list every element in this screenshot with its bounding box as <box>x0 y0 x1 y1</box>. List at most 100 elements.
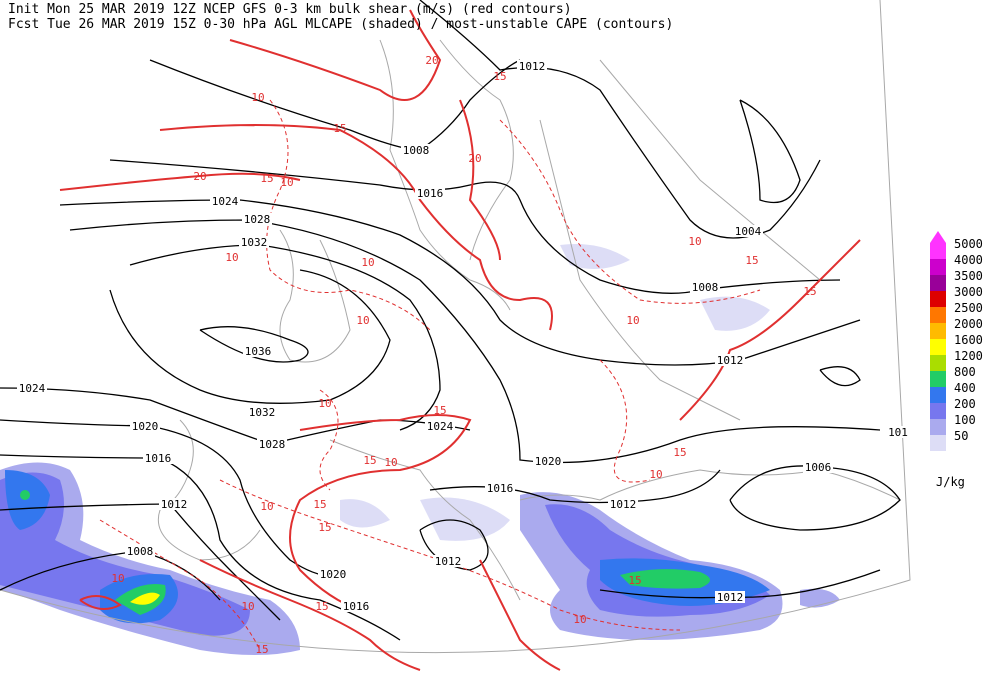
isobar-label: 1020 <box>535 455 562 468</box>
shear-label: 10 <box>111 572 124 585</box>
shear-label: 15 <box>745 254 758 267</box>
colorbar-label: 1200 <box>954 349 983 363</box>
shear-label: 10 <box>649 468 662 481</box>
shear-label: 10 <box>361 256 374 269</box>
shear-label: 15 <box>628 574 641 587</box>
isobar-label: 1036 <box>245 345 272 358</box>
coastlines <box>0 0 911 654</box>
isobar-label-bg <box>247 406 277 418</box>
shear-label: 10 <box>251 91 264 104</box>
colorbar-swatch <box>930 259 946 275</box>
colorbar-swatch <box>930 307 946 323</box>
shear-label: 10 <box>241 600 254 613</box>
colorbar-label: 50 <box>954 429 968 443</box>
isobar-label: 1012 <box>717 354 744 367</box>
isobar-label-bg <box>242 213 272 225</box>
colorbar-swatch <box>930 371 946 387</box>
isobar-label-bg <box>883 426 913 438</box>
isobar-label-bg <box>608 498 638 510</box>
isobar-label-bg <box>17 382 47 394</box>
colorbar-label: 800 <box>954 365 976 379</box>
isobar-label-bg <box>733 225 763 237</box>
shear-label: 10 <box>280 176 293 189</box>
isobar-label: 1012 <box>161 498 188 511</box>
colorbar-label: 200 <box>954 397 976 411</box>
shear-label: 15 <box>255 643 268 656</box>
isobar-label-bg <box>243 345 273 357</box>
colorbar-label: 5000 <box>954 237 983 251</box>
isobar-label: 1016 <box>417 187 444 200</box>
colorbar-label: 3500 <box>954 269 983 283</box>
isobar-label: 1016 <box>343 600 370 613</box>
isobar-label-bg <box>318 568 348 580</box>
colorbar-swatch <box>930 323 946 339</box>
isobar-label: 1028 <box>244 213 271 226</box>
isobar-label-bg <box>159 498 189 510</box>
isobar-label-bg <box>239 236 269 248</box>
cape-shading <box>0 244 840 655</box>
colorbar-label: 400 <box>954 381 976 395</box>
shear-label: 20 <box>425 54 438 67</box>
shear-contours <box>59 9 861 671</box>
isobar-label-bg <box>803 461 833 473</box>
isobar-label-bg <box>715 591 745 603</box>
isobar-label: 1016 <box>145 452 172 465</box>
isobar-label: 1008 <box>403 144 430 157</box>
colorbar-swatch <box>930 291 946 307</box>
isobar-label-bg <box>257 438 287 450</box>
isobar-label-bg <box>415 187 445 199</box>
isobar-label-bg <box>425 420 455 432</box>
shear-label: 10 <box>688 235 701 248</box>
shear-label: 10 <box>225 251 238 264</box>
colorbar-label: 1600 <box>954 333 983 347</box>
isobar-label: 1012 <box>717 591 744 604</box>
colorbar-label: 2000 <box>954 317 983 331</box>
shear-label: 10 <box>356 314 369 327</box>
shear-label: 10 <box>573 613 586 626</box>
header-line-2: Fcst Tue 26 MAR 2019 15Z 0-30 hPa AGL ML… <box>8 17 673 32</box>
isobar-label: 1008 <box>127 545 154 558</box>
shear-label: 15 <box>260 172 273 185</box>
colorbar-arrow <box>930 231 946 243</box>
shear-label: 15 <box>363 454 376 467</box>
header-line-1: Init Mon 25 MAR 2019 12Z NCEP GFS 0-3 km… <box>8 2 572 17</box>
isobar-label-bg <box>715 354 745 366</box>
isobar-label: 1012 <box>435 555 462 568</box>
isobar-label: 1032 <box>249 406 276 419</box>
colorbar-label: 4000 <box>954 253 983 267</box>
isobar-label: 1012 <box>519 60 546 73</box>
shear-label: 10 <box>318 397 331 410</box>
colorbar-label: 3000 <box>954 285 983 299</box>
shear-label: 10 <box>384 456 397 469</box>
colorbar-swatch <box>930 355 946 371</box>
isobar-label: 1032 <box>241 236 268 249</box>
isobar-label: 1024 <box>19 382 46 395</box>
shear-label: 10 <box>626 314 639 327</box>
colorbar-label: 2500 <box>954 301 983 315</box>
shear-label: 15 <box>803 285 816 298</box>
isobar-label-bg <box>690 281 720 293</box>
colorbar-swatch <box>930 243 946 259</box>
isobar-label-bg <box>341 600 371 612</box>
isobar-label: 1012 <box>610 498 637 511</box>
colorbar-label: 100 <box>954 413 976 427</box>
isobar-label-bg <box>433 555 463 567</box>
isobar-label: 1008 <box>692 281 719 294</box>
isobars <box>0 0 901 641</box>
shear-label: 15 <box>433 404 446 417</box>
colorbar-swatch <box>930 275 946 291</box>
shear-label: 20 <box>193 170 206 183</box>
shear-label: 10 <box>260 500 273 513</box>
isobar-label: 1020 <box>132 420 159 433</box>
isobar-label-bg <box>533 455 563 467</box>
isobar-label-bg <box>401 144 431 156</box>
isobar-label-bg <box>125 545 155 557</box>
colorbar-swatch <box>930 403 946 419</box>
isobar-label-bg <box>210 195 240 207</box>
shear-label: 15 <box>313 498 326 511</box>
colorbar-swatch <box>930 387 946 403</box>
shear-label: 15 <box>493 70 506 83</box>
isobar-label: 1024 <box>427 420 454 433</box>
isobar-label: 1004 <box>735 225 762 238</box>
